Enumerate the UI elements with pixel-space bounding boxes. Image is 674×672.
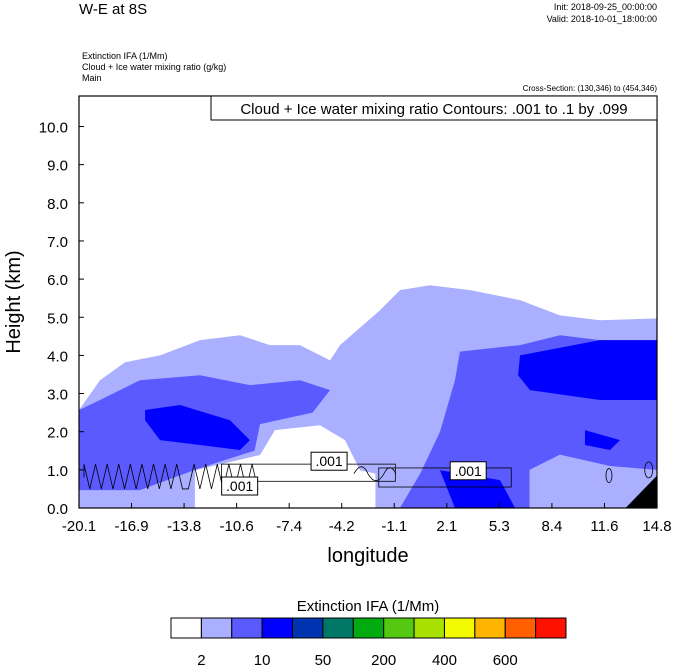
contour-line xyxy=(378,467,512,488)
y-tick-label: 2.0 xyxy=(47,425,68,442)
colorbar-swatch xyxy=(535,617,567,639)
colorbar-swatch xyxy=(413,617,445,639)
colorbar-swatch xyxy=(231,617,263,639)
y-tick-label: 3.0 xyxy=(47,387,68,404)
contour-region-50-200 xyxy=(145,405,250,451)
y-axis: 0.0 1.0 2.0 3.0 4.0 5.0 6.0 7.0 8.0 9.0 10.0 xyxy=(39,120,84,518)
y-tick-label: 7.0 xyxy=(47,234,68,251)
colorbar-title: Extinction IFA (1/Mm) xyxy=(297,598,440,615)
x-tick-label: -7.4 xyxy=(276,518,302,535)
contour-line xyxy=(353,466,397,482)
y-tick-label: 8.0 xyxy=(47,196,68,213)
colorbar-label: 10 xyxy=(254,652,271,667)
valid-time: Valid: 2018-10-01_18:00:00 xyxy=(547,14,657,24)
y-axis-label: Height (km) xyxy=(3,250,25,353)
x-tick-label: -13.8 xyxy=(167,518,201,535)
x-tick-label: -20.1 xyxy=(62,518,96,535)
colorbar: 2 10 50 200 400 600 xyxy=(170,617,567,669)
colorbar-label: 600 xyxy=(493,652,518,667)
x-tick-label: -10.6 xyxy=(220,518,254,535)
contour-line xyxy=(83,464,259,490)
colorbar-label: 400 xyxy=(432,652,457,667)
colorbar-label: 2 xyxy=(197,652,205,667)
y-tick-label: 4.0 xyxy=(47,348,68,365)
x-axis: -20.1 -16.9 -13.8 -10.6 -7.4 -4.2 -1.1 2.1 5.3 8.… xyxy=(62,503,672,535)
contour-labels: .001 .001 .001 xyxy=(221,451,487,496)
y-tick-label: 0.0 xyxy=(47,501,68,518)
colorbar-swatch xyxy=(474,617,506,639)
y-tick-label: 1.0 xyxy=(47,463,68,480)
contour-region-50-200 xyxy=(584,430,621,451)
contour-region-terrain xyxy=(625,475,657,508)
x-tick-label: 5.3 xyxy=(489,518,510,535)
y-tick-label: 5.0 xyxy=(47,310,68,327)
colorbar-swatch xyxy=(292,617,324,639)
chart-title: W-E at 8S xyxy=(79,1,147,18)
field-label-1: Extinction IFA (1/Mm) xyxy=(82,51,168,61)
x-tick-label: -4.2 xyxy=(329,518,355,535)
x-tick-label: 14.8 xyxy=(642,518,671,535)
colorbar-label: 200 xyxy=(371,652,396,667)
svg-text:.001: .001 xyxy=(315,453,342,469)
colorbar-swatch xyxy=(261,617,294,639)
contour-label: .001 xyxy=(310,451,348,471)
x-tick-label: -1.1 xyxy=(381,518,407,535)
x-tick-label: 2.1 xyxy=(436,518,457,535)
colorbar-swatch xyxy=(383,617,415,639)
colorbar-swatch xyxy=(352,617,385,639)
colorbar-swatch xyxy=(322,617,354,639)
init-time: Init: 2018-09-25_00:00:00 xyxy=(554,2,657,12)
contour-info-box xyxy=(210,95,658,121)
cross-section-label: Cross-Section: (130,346) to (454,346) xyxy=(523,84,658,93)
svg-text:.001: .001 xyxy=(455,463,482,479)
contour-label: .001 xyxy=(449,461,487,481)
contour-region-50-200 xyxy=(518,340,657,401)
field-label-2: Cloud + Ice water mixing ratio (g/kg) xyxy=(82,62,226,72)
contour-line xyxy=(605,468,613,483)
y-tick-label: 10.0 xyxy=(39,120,68,137)
field-label-3: Main xyxy=(82,73,102,83)
y-tick-label: 9.0 xyxy=(47,158,68,175)
x-tick-label: -16.9 xyxy=(114,518,148,535)
colorbar-swatch xyxy=(200,617,233,639)
svg-text:.001: .001 xyxy=(226,478,253,494)
colorbar-swatch xyxy=(170,617,202,639)
colorbar-label: 50 xyxy=(315,652,332,667)
x-tick-label: 8.4 xyxy=(541,518,562,535)
colorbar-swatch xyxy=(443,617,476,639)
colorbar-swatch xyxy=(504,617,537,639)
contour-line xyxy=(644,461,654,479)
mixing-ratio-contours xyxy=(83,461,654,490)
x-axis-label: longitude xyxy=(327,545,408,567)
x-tick-label: 11.6 xyxy=(590,518,618,535)
y-tick-label: 6.0 xyxy=(47,272,68,289)
contour-info: Cloud + Ice water mixing ratio Contours:… xyxy=(240,101,627,118)
contour-label: .001 xyxy=(221,476,259,496)
